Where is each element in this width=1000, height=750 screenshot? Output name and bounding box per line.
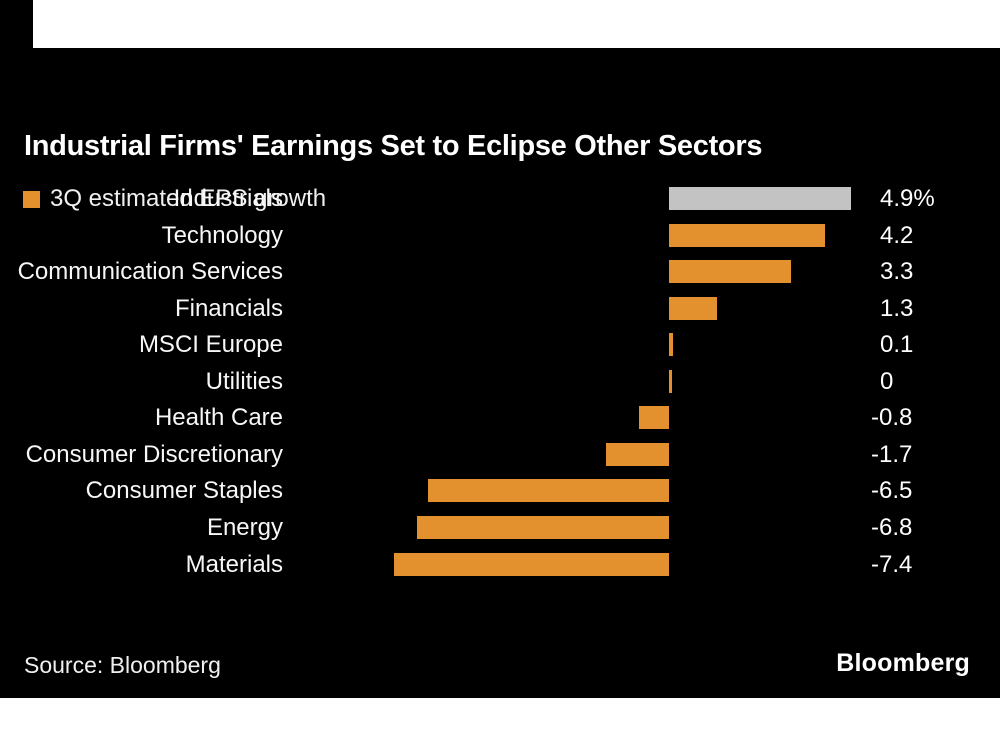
bar	[416, 515, 669, 539]
category-label: MSCI Europe	[138, 331, 283, 359]
chart-row: Utilities 0	[0, 363, 1000, 400]
bar	[669, 296, 718, 320]
bar	[669, 260, 792, 284]
chart-row: Industrials 4.9%	[0, 180, 1000, 217]
chart-title: Industrial Firms' Earnings Set to Eclips…	[24, 130, 763, 162]
top-left-corner-block	[0, 0, 33, 48]
category-label: Health Care	[154, 404, 283, 432]
chart-row: MSCI Europe 0.1	[0, 326, 1000, 363]
bar	[669, 187, 851, 210]
bloomberg-logo: Bloomberg	[836, 649, 970, 677]
value-label: -6.8	[871, 513, 913, 541]
value-label: 3.3	[880, 258, 914, 286]
bar	[394, 552, 669, 576]
chart-row: Health Care -0.8	[0, 399, 1000, 436]
source-label: Source: Bloomberg	[24, 652, 221, 678]
chart-row: Materials -7.4	[0, 546, 1000, 583]
bar	[605, 442, 669, 466]
category-label: Financials	[174, 294, 283, 322]
value-label: 0	[880, 367, 894, 395]
category-label: Communication Services	[17, 258, 283, 286]
category-label: Energy	[206, 513, 283, 541]
chart-rows: Industrials 4.9% Technology 4.2 Communic…	[0, 48, 1000, 698]
chart-row: Consumer Staples -6.5	[0, 472, 1000, 509]
value-label: -1.7	[871, 440, 913, 468]
bar	[669, 369, 672, 393]
category-label: Consumer Discretionary	[25, 440, 283, 468]
chart-row: Technology 4.2	[0, 217, 1000, 254]
category-label: Consumer Staples	[85, 477, 283, 505]
legend-label: 3Q estimated EPS growth	[50, 185, 327, 212]
value-label: -7.4	[871, 550, 913, 578]
bar	[639, 406, 669, 430]
value-label: -0.8	[871, 404, 913, 432]
value-label: 0.1	[880, 331, 914, 359]
value-label: 4.9%	[880, 185, 935, 212]
value-label: -6.5	[871, 477, 913, 505]
bar	[669, 333, 673, 357]
chart-row: Financials 1.3	[0, 290, 1000, 327]
category-label: Industrials	[173, 185, 283, 212]
category-label: Utilities	[205, 367, 283, 395]
chart-row: Energy -6.8	[0, 509, 1000, 546]
value-label: 1.3	[880, 294, 914, 322]
chart-row: Communication Services 3.3	[0, 253, 1000, 290]
bar	[669, 223, 825, 247]
legend-swatch-icon	[23, 190, 40, 208]
category-label: Materials	[185, 550, 283, 578]
chart-row: Consumer Discretionary -1.7	[0, 436, 1000, 473]
legend: 3Q estimated EPS growth	[23, 185, 327, 212]
value-label: 4.2	[880, 221, 914, 249]
category-label: Technology	[161, 221, 283, 249]
chart-panel: Industrial Firms' Earnings Set to Eclips…	[0, 48, 1000, 698]
bar	[427, 479, 669, 503]
